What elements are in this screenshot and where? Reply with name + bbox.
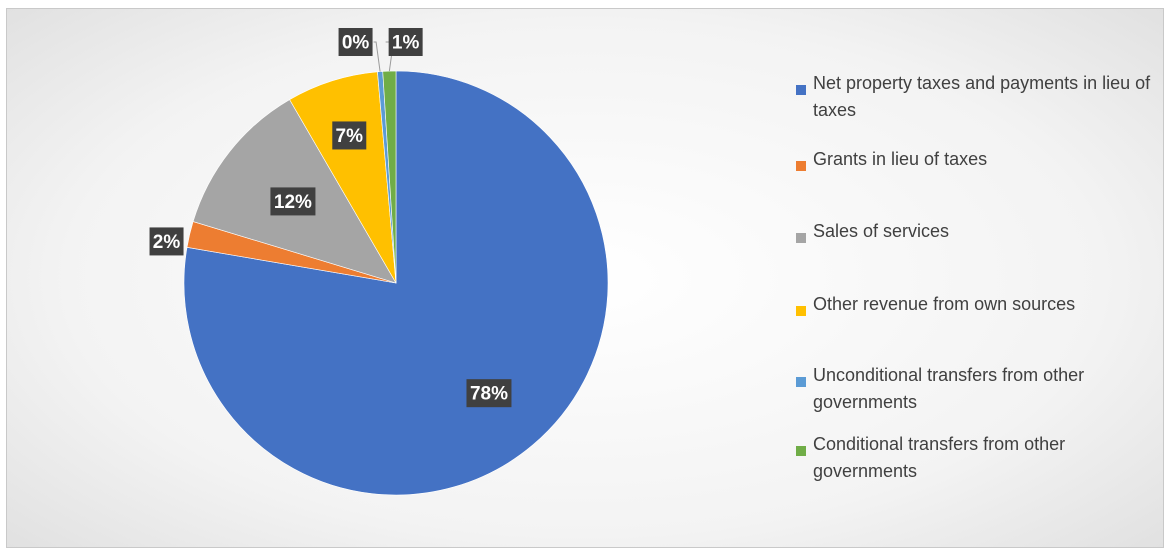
data-label-text: 2% <box>153 232 181 253</box>
legend-label-unconditional-transfers: Unconditional transfers from other gover… <box>813 365 1085 412</box>
legend-swatch-grants-in-lieu <box>796 161 806 171</box>
legend-label-other-revenue: Other revenue from own sources <box>813 294 1076 314</box>
legend-item-sales-of-services: Sales of services <box>796 218 1158 245</box>
data-label-sales-of-services: 12% <box>270 187 316 216</box>
legend-swatch-net-property-taxes <box>796 85 806 95</box>
legend-swatch-sales-of-services <box>796 233 806 243</box>
legend-item-other-revenue: Other revenue from own sources <box>796 291 1158 318</box>
leader-line-unconditional-transfers <box>373 41 381 72</box>
data-label-box <box>466 379 512 408</box>
legend-item-net-property-taxes: Net property taxes and payments in lieu … <box>796 70 1158 124</box>
legend-item-unconditional-transfers: Unconditional transfers from other gover… <box>796 362 1158 416</box>
legend-item-grants-in-lieu: Grants in lieu of taxes <box>796 146 1158 173</box>
data-label-net-property-taxes: 78% <box>466 379 512 408</box>
legend-label-grants-in-lieu: Grants in lieu of taxes <box>813 149 988 169</box>
data-label-text: 7% <box>336 126 364 147</box>
data-label-box <box>270 187 316 216</box>
legend-label-conditional-transfers: Conditional transfers from other governm… <box>813 434 1066 481</box>
legend-label-net-property-taxes: Net property taxes and payments in lieu … <box>813 73 1151 120</box>
legend-label-sales-of-services: Sales of services <box>813 221 950 241</box>
legend-swatch-unconditional-transfers <box>796 377 806 387</box>
data-label-unconditional-transfers: 0% <box>338 28 373 56</box>
data-label-box <box>338 28 373 56</box>
data-label-conditional-transfers: 1% <box>388 28 423 56</box>
data-label-text: 1% <box>392 33 420 54</box>
data-label-text: 0% <box>342 33 370 54</box>
data-label-grants-in-lieu: 2% <box>149 227 184 256</box>
legend-swatch-conditional-transfers <box>796 446 806 456</box>
data-label-text: 78% <box>470 384 508 405</box>
pie-slice-conditional-transfers <box>382 70 397 284</box>
data-label-box <box>332 121 367 150</box>
data-label-box <box>388 28 423 56</box>
legend-item-conditional-transfers: Conditional transfers from other governm… <box>796 431 1158 485</box>
data-label-box <box>149 227 184 256</box>
data-label-text: 12% <box>274 192 312 213</box>
legend-swatch-other-revenue <box>796 306 806 316</box>
data-label-other-revenue: 7% <box>332 121 367 150</box>
